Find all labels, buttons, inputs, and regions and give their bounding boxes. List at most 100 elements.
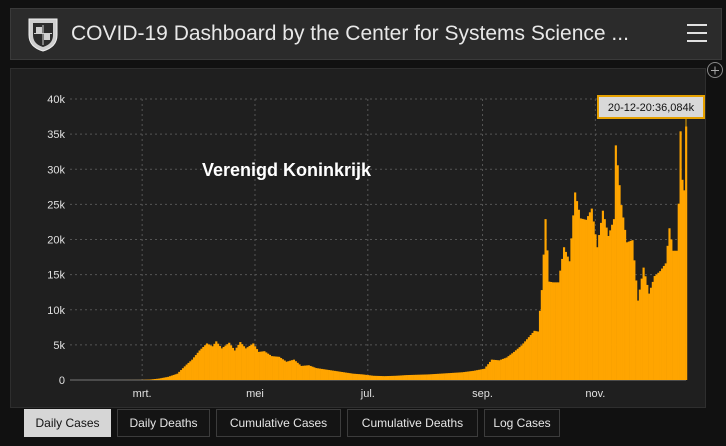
bar[interactable] (257, 351, 260, 380)
bar[interactable] (542, 254, 545, 380)
bar[interactable] (392, 375, 395, 380)
bar[interactable] (424, 374, 427, 380)
bar[interactable] (322, 369, 325, 380)
bar[interactable] (202, 346, 205, 380)
bar[interactable] (178, 371, 181, 380)
bar[interactable] (394, 375, 397, 380)
bar[interactable] (355, 373, 358, 380)
bar[interactable] (533, 330, 536, 380)
bar[interactable] (305, 365, 309, 380)
bar[interactable] (390, 375, 394, 380)
bar[interactable] (494, 359, 497, 380)
bar[interactable] (163, 377, 166, 380)
bar[interactable] (413, 374, 416, 380)
bar[interactable] (661, 268, 664, 380)
bar[interactable] (437, 373, 440, 380)
bar[interactable] (601, 210, 604, 380)
bar[interactable] (274, 356, 277, 380)
bar[interactable] (381, 376, 384, 380)
bar[interactable] (514, 350, 518, 380)
bar[interactable] (387, 376, 390, 380)
bar[interactable] (167, 376, 170, 380)
bar[interactable] (620, 205, 623, 380)
bar[interactable] (642, 267, 645, 380)
bar[interactable] (501, 358, 505, 380)
bar[interactable] (189, 361, 192, 380)
bar[interactable] (207, 344, 210, 380)
bar[interactable] (588, 212, 592, 380)
bar[interactable] (439, 373, 442, 380)
bar[interactable] (527, 337, 530, 380)
bar[interactable] (429, 374, 432, 380)
bar[interactable] (672, 250, 675, 380)
bar[interactable] (228, 342, 231, 380)
bar[interactable] (170, 375, 173, 380)
bar[interactable] (483, 368, 486, 380)
bar[interactable] (246, 347, 249, 380)
bar[interactable] (459, 372, 462, 380)
bar[interactable] (331, 370, 334, 380)
bar[interactable] (372, 375, 375, 380)
bar[interactable] (194, 355, 198, 380)
bar[interactable] (583, 219, 586, 380)
bar[interactable] (677, 203, 680, 380)
bar[interactable] (204, 345, 207, 380)
bar[interactable] (596, 247, 599, 380)
bar[interactable] (466, 371, 469, 380)
bar[interactable] (344, 372, 347, 380)
bar[interactable] (291, 360, 294, 380)
bar[interactable] (378, 375, 381, 380)
bar[interactable] (267, 353, 270, 380)
bar[interactable] (366, 375, 370, 380)
bar[interactable] (474, 370, 477, 380)
bar[interactable] (636, 300, 640, 380)
bar[interactable] (352, 373, 355, 380)
bar[interactable] (296, 362, 299, 380)
bar[interactable] (668, 228, 671, 380)
bar[interactable] (455, 372, 458, 380)
bar[interactable] (326, 369, 329, 380)
bar[interactable] (505, 357, 508, 380)
bar[interactable] (498, 360, 501, 380)
bar[interactable] (324, 369, 327, 380)
bar[interactable] (307, 365, 310, 380)
bar[interactable] (513, 351, 516, 380)
bar[interactable] (250, 344, 253, 380)
bar[interactable] (333, 370, 336, 380)
bar[interactable] (673, 250, 677, 380)
bar[interactable] (172, 374, 175, 380)
bar[interactable] (407, 375, 410, 380)
bar[interactable] (365, 374, 368, 380)
bar[interactable] (287, 361, 290, 380)
bar[interactable] (405, 375, 408, 380)
bar[interactable] (230, 345, 233, 380)
bar[interactable] (607, 235, 610, 380)
bar[interactable] (618, 185, 621, 380)
bar[interactable] (524, 341, 527, 380)
bar[interactable] (409, 374, 412, 380)
bar[interactable] (309, 365, 312, 380)
bar[interactable] (648, 293, 651, 380)
bar[interactable] (196, 352, 199, 380)
bar[interactable] (416, 374, 419, 380)
bar[interactable] (477, 369, 481, 380)
bar[interactable] (559, 270, 562, 380)
bar[interactable] (450, 372, 453, 380)
bar[interactable] (509, 354, 512, 380)
bar[interactable] (205, 343, 209, 380)
bar[interactable] (263, 351, 266, 380)
bar[interactable] (616, 165, 619, 380)
bar[interactable] (564, 251, 567, 380)
bar[interactable] (361, 374, 364, 380)
bar[interactable] (265, 352, 268, 380)
bar[interactable] (666, 245, 669, 380)
bar[interactable] (550, 282, 553, 380)
bar[interactable] (427, 374, 431, 380)
bar[interactable] (487, 364, 490, 380)
bar[interactable] (159, 378, 162, 380)
bar[interactable] (664, 263, 667, 380)
bar[interactable] (191, 359, 194, 380)
bar[interactable] (638, 289, 641, 380)
bar[interactable] (453, 372, 456, 380)
bar[interactable] (244, 348, 247, 380)
